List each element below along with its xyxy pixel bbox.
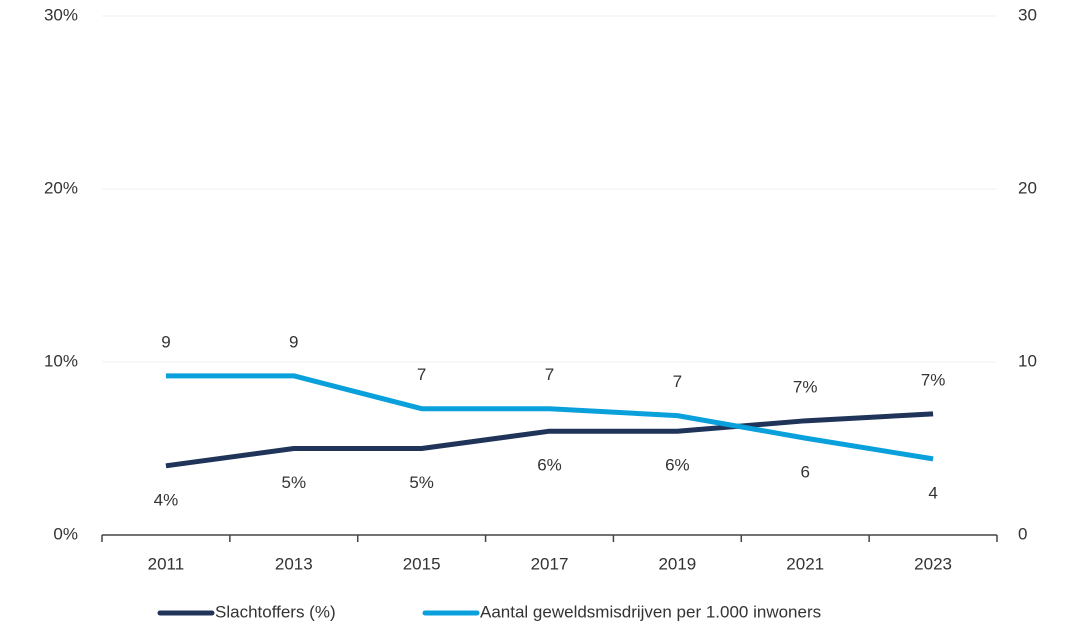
x-tick-label: 2017 — [531, 554, 569, 573]
y2-tick-label: 10 — [1018, 351, 1037, 370]
data-label: 9 — [161, 332, 170, 351]
x-tick-label: 2021 — [786, 554, 824, 573]
data-label: 7% — [921, 370, 946, 389]
data-label: 4 — [928, 483, 937, 502]
data-label: 5% — [409, 473, 434, 492]
legend-label: Slachtoffers (%) — [215, 602, 336, 621]
y2-tick-label: 30 — [1018, 5, 1037, 24]
y2-tick-label: 20 — [1018, 178, 1037, 197]
y-tick-label: 30% — [44, 5, 78, 24]
x-tick-label: 2023 — [914, 554, 952, 573]
y-tick-label: 20% — [44, 178, 78, 197]
data-label: 9 — [289, 332, 298, 351]
x-tick-label: 2015 — [403, 554, 441, 573]
data-label: 7% — [793, 377, 818, 396]
data-label: 7 — [673, 372, 682, 391]
data-label: 7 — [417, 365, 426, 384]
line-series — [165, 411, 934, 469]
data-label: 4% — [154, 490, 179, 509]
legend-label: Aantal geweldsmisdrijven per 1.000 inwon… — [480, 602, 821, 621]
data-label: 6% — [665, 456, 690, 475]
line-series — [165, 373, 934, 462]
x-tick-label: 2019 — [658, 554, 696, 573]
y2-tick-label: 0 — [1018, 524, 1027, 543]
y-tick-label: 0% — [53, 524, 78, 543]
data-label: 5% — [281, 473, 306, 492]
x-tick-label: 2011 — [148, 554, 185, 573]
data-label: 7 — [545, 365, 554, 384]
y-tick-label: 10% — [44, 351, 78, 370]
x-tick-label: 2013 — [275, 554, 313, 573]
data-label: 6% — [537, 456, 562, 475]
data-label: 6 — [800, 463, 809, 482]
